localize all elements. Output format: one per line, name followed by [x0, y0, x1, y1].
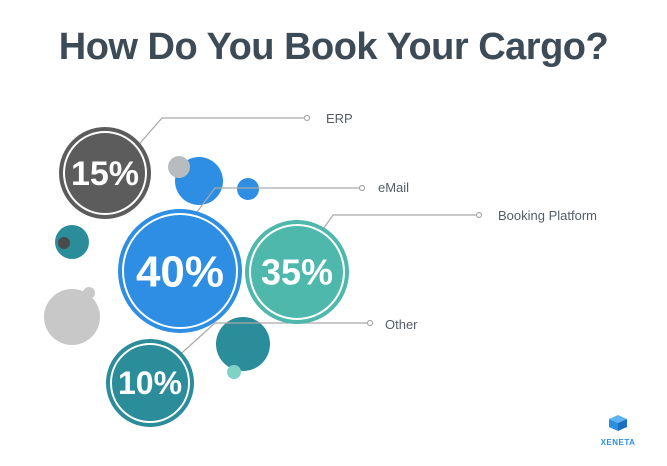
bubble-outer-other	[106, 339, 194, 427]
bubble-ring-erp	[63, 131, 147, 215]
label-erp: ERP	[326, 111, 353, 126]
bubble-ring-email	[122, 213, 238, 329]
value-label-other: 10%	[118, 365, 182, 401]
bubble-erp: 15%	[59, 127, 151, 219]
leader-dot-erp	[303, 114, 311, 122]
decor-bubble	[227, 365, 241, 379]
label-other: Other	[385, 317, 418, 332]
leader-line-other	[173, 322, 368, 361]
logo-text: XENETA	[600, 438, 636, 447]
value-label-erp: 15%	[71, 155, 139, 193]
decor-bubble	[44, 289, 100, 345]
bubble-outer-email	[118, 209, 242, 333]
bubble-outer-booking-platform	[245, 220, 349, 324]
value-bubbles: 15% 40% 35% 10%	[59, 127, 349, 427]
decor-bubble	[168, 156, 190, 178]
decor-bubble	[237, 178, 259, 200]
value-label-booking-platform: 35%	[261, 252, 333, 293]
decor-bubble	[216, 317, 270, 371]
leader-dot-email	[358, 184, 366, 192]
leader-dot-other	[366, 319, 374, 327]
leader-line-erp	[126, 117, 305, 159]
bubble-ring-other	[110, 343, 190, 423]
bubble-ring-booking-platform	[249, 224, 345, 320]
cube-icon	[609, 415, 627, 431]
decor-bubble	[83, 287, 95, 299]
label-email: eMail	[378, 180, 409, 195]
value-label-email: 40%	[136, 247, 224, 296]
decor-bubble	[55, 225, 89, 259]
bubble-outer-erp	[59, 127, 151, 219]
bubble-email: 40%	[118, 209, 242, 333]
category-labels: ERP eMail Booking Platform Other	[326, 111, 597, 332]
bubble-other: 10%	[106, 339, 194, 427]
label-booking-platform: Booking Platform	[498, 208, 597, 223]
leader-dot-booking	[475, 211, 483, 219]
xeneta-logo: XENETA	[598, 414, 638, 447]
bubble-booking-platform: 35%	[245, 220, 349, 324]
decor-bubble	[58, 237, 70, 249]
chart-title: How Do You Book Your Cargo?	[58, 26, 609, 68]
